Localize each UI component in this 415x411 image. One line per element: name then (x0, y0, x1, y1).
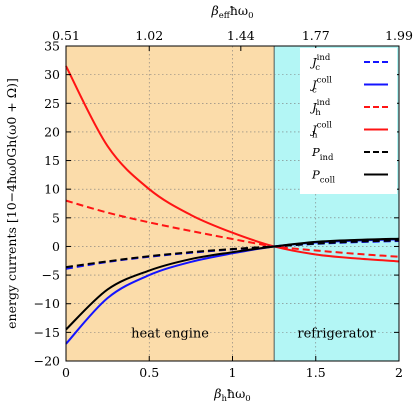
legend-box (300, 48, 397, 194)
series-line-jhcoll (65, 65, 400, 263)
x-tick-label: 0 (62, 365, 70, 380)
legend-label: Jcoll c (310, 76, 332, 96)
top-axis-label: βeffħω0 (211, 3, 254, 21)
x-tick-label: 0.5 (139, 365, 159, 380)
legend-label: Jcoll h (310, 121, 332, 141)
x2-tick-label: 1.02 (135, 28, 163, 43)
region-label-heat-engine: heat engine (131, 326, 209, 341)
x2-tick-label: 0.51 (52, 28, 80, 43)
legend-label: Pcoll (311, 168, 335, 186)
y-tick-label: 15 (44, 153, 60, 168)
y-tick-label: −5 (42, 268, 60, 283)
y-tick-label: −20 (34, 354, 60, 369)
x-tick-label: 1.5 (306, 365, 326, 380)
y-tick-label: 0 (52, 239, 60, 254)
series-line-pcoll (65, 237, 400, 331)
legend-label: Jind c (310, 53, 331, 73)
legend-label: Pind (311, 145, 334, 163)
y-tick-label: 25 (44, 96, 60, 111)
region-labels-layer: heat engine refrigerator (131, 326, 376, 341)
y-tick-label: −15 (34, 325, 60, 340)
y-tick-label: 30 (44, 67, 60, 82)
x2-tick-label: 1.44 (227, 28, 255, 43)
x-axis-label: βhħω0 (213, 386, 250, 404)
y-tick-label: 5 (52, 210, 60, 225)
y-tick-label: −10 (34, 296, 60, 311)
x-tick-label: 1 (229, 365, 237, 380)
region-label-refrigerator: refrigerator (297, 326, 376, 341)
y-tick-label: 35 (44, 39, 60, 54)
x2-tick-label: 1.77 (302, 28, 330, 43)
x2-tick-label: 1.99 (385, 28, 413, 43)
y-tick-label: 20 (44, 124, 60, 139)
y-axis-label: energy currents [10−4ħω0Gh(ω0 + Ω)] (4, 78, 19, 329)
x-tick-label: 2 (395, 365, 403, 380)
series-line-jhind (65, 199, 400, 258)
series-line-pind (65, 239, 400, 269)
series-layer (65, 65, 400, 345)
ticks-layer: 0 0.5 1 1.5 20.51 1.02 1.44 1.77 1.99−20−15−10−5… (34, 28, 413, 380)
y-tick-label: 10 (44, 182, 60, 197)
legend-label: Jind h (310, 98, 331, 118)
